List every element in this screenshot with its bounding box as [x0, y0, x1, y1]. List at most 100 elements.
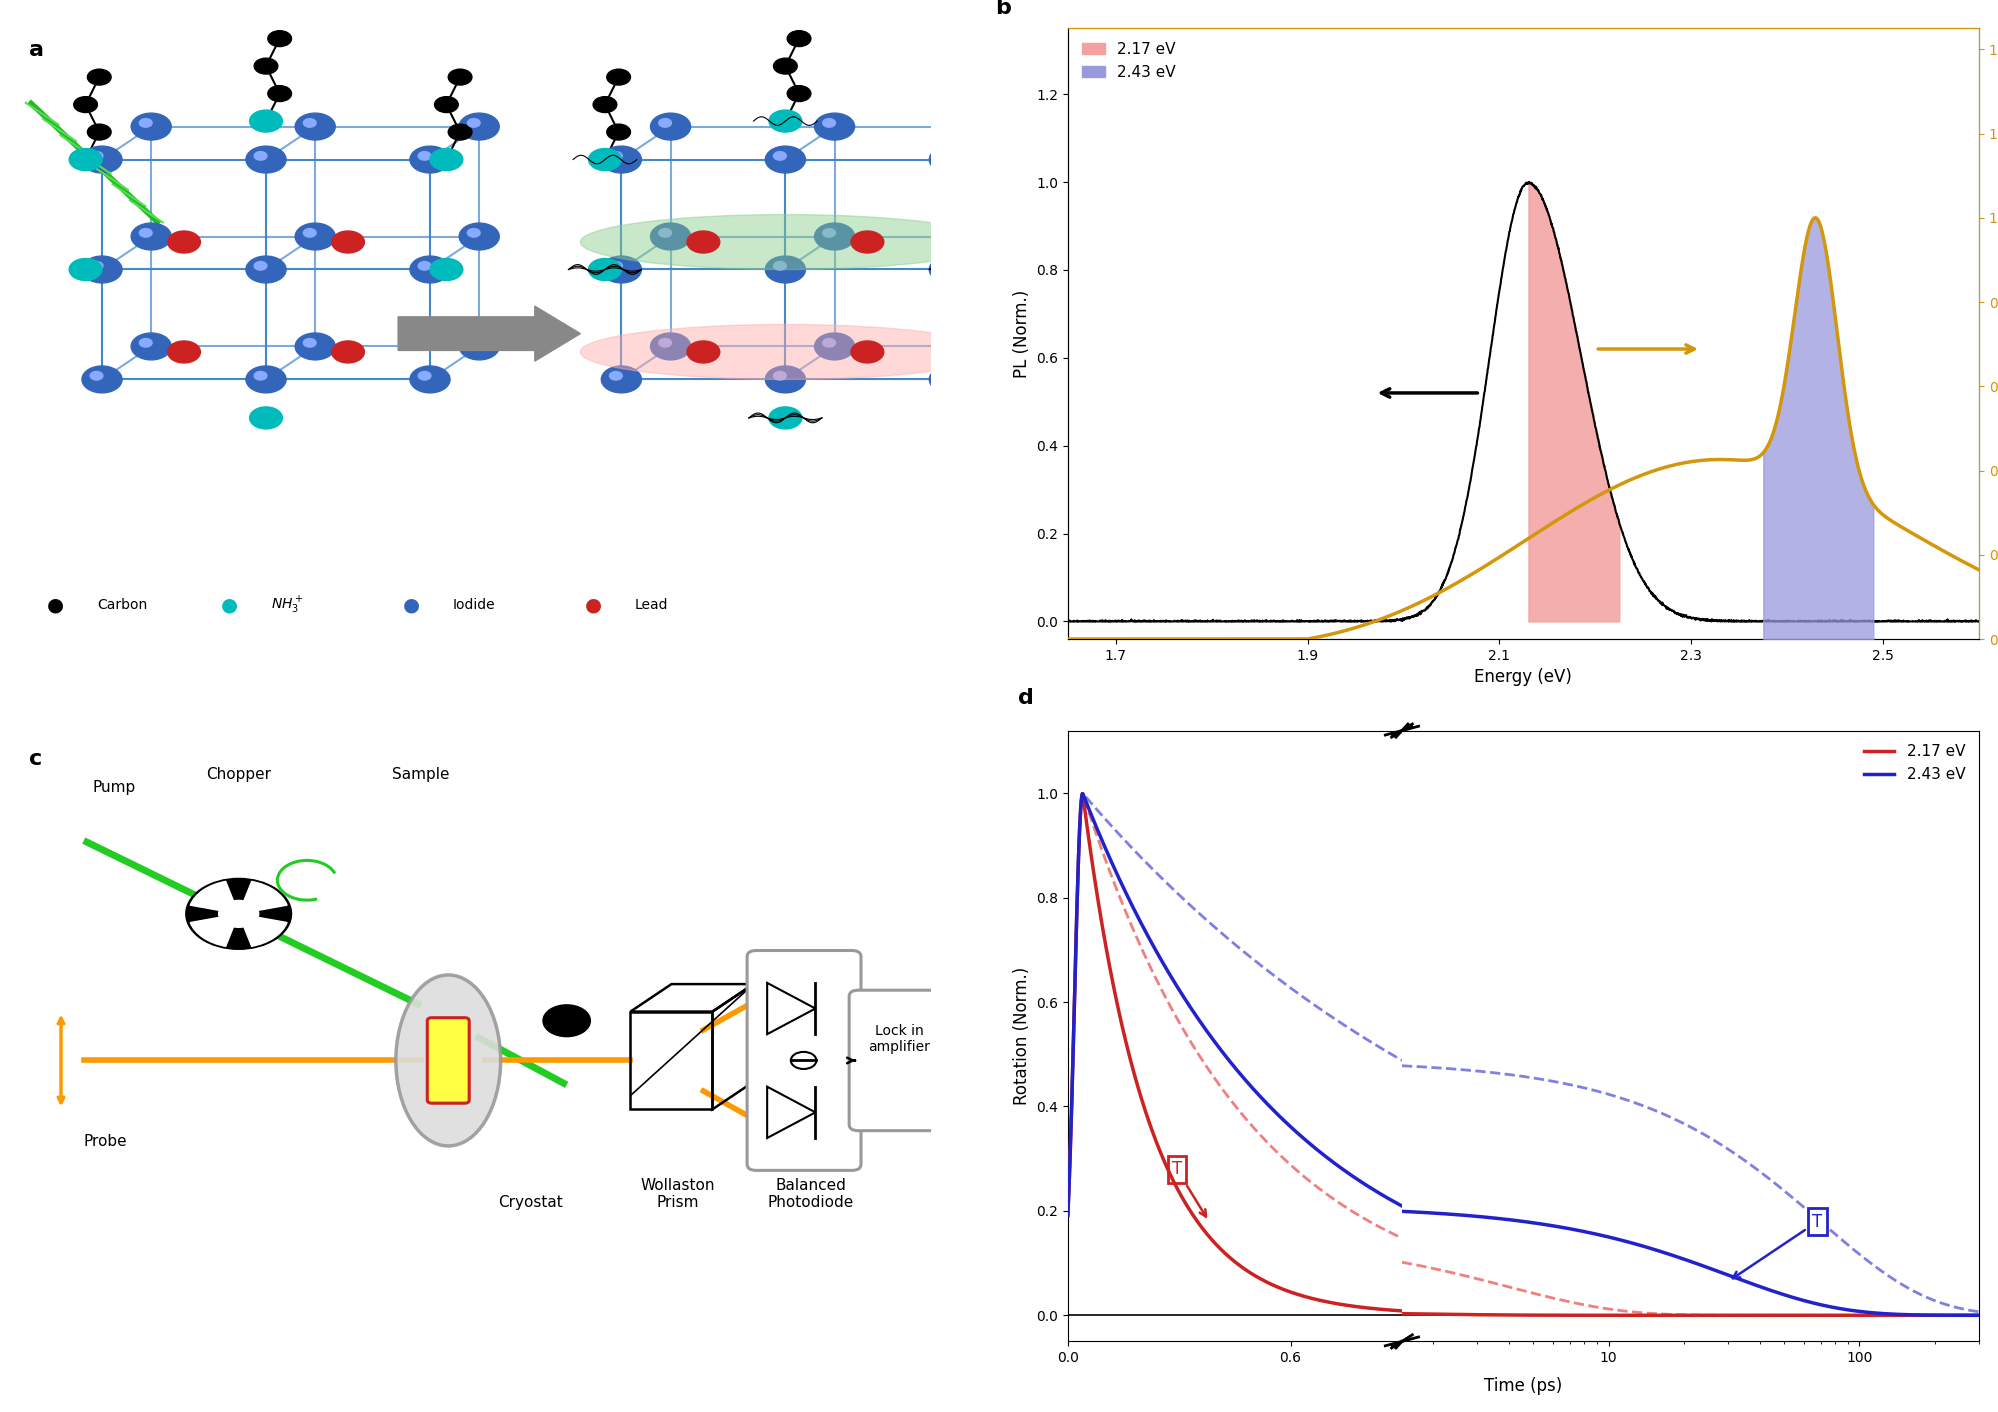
Text: Lead: Lead: [635, 599, 667, 613]
Circle shape: [953, 96, 977, 113]
Wedge shape: [238, 881, 288, 914]
Legend: 2.17 eV, 2.43 eV: 2.17 eV, 2.43 eV: [1856, 738, 1970, 788]
Circle shape: [787, 86, 811, 102]
Circle shape: [254, 371, 268, 380]
Circle shape: [773, 371, 785, 380]
Text: Lock in
amplifier: Lock in amplifier: [867, 1024, 929, 1055]
Circle shape: [250, 110, 282, 133]
Circle shape: [765, 145, 805, 174]
Circle shape: [601, 256, 641, 282]
Circle shape: [168, 232, 200, 253]
Text: Pump: Pump: [92, 779, 136, 795]
Circle shape: [132, 223, 172, 250]
Circle shape: [769, 110, 801, 133]
Circle shape: [82, 366, 122, 393]
Circle shape: [140, 229, 152, 237]
Ellipse shape: [579, 215, 989, 270]
Circle shape: [773, 151, 785, 160]
Circle shape: [410, 256, 450, 282]
Text: T: T: [1171, 1161, 1205, 1217]
Circle shape: [687, 232, 719, 253]
Circle shape: [70, 258, 102, 281]
Circle shape: [246, 256, 286, 282]
Text: ●: ●: [220, 596, 238, 614]
FancyBboxPatch shape: [747, 950, 861, 1171]
Circle shape: [687, 340, 719, 363]
Circle shape: [268, 86, 292, 102]
Text: Sample: Sample: [392, 768, 450, 782]
Circle shape: [246, 145, 286, 174]
Text: Probe: Probe: [84, 1134, 128, 1149]
Text: ●: ●: [402, 596, 420, 614]
Circle shape: [132, 113, 172, 140]
Text: Carbon: Carbon: [98, 599, 148, 613]
Circle shape: [979, 113, 1019, 140]
FancyArrow shape: [398, 306, 579, 361]
Circle shape: [218, 901, 258, 928]
Circle shape: [90, 261, 102, 270]
Circle shape: [773, 58, 797, 73]
Circle shape: [74, 96, 98, 113]
Y-axis label: Rotation (Norm.): Rotation (Norm.): [1013, 967, 1031, 1106]
Circle shape: [332, 340, 364, 363]
Circle shape: [468, 119, 480, 127]
Circle shape: [418, 261, 432, 270]
Circle shape: [765, 366, 805, 393]
Circle shape: [659, 119, 671, 127]
Text: Chopper: Chopper: [206, 768, 272, 782]
Circle shape: [82, 145, 122, 174]
FancyBboxPatch shape: [428, 1018, 470, 1103]
Circle shape: [929, 366, 969, 393]
Circle shape: [987, 339, 999, 347]
Circle shape: [967, 69, 991, 85]
Circle shape: [332, 232, 364, 253]
Text: $NH_3^+$: $NH_3^+$: [270, 594, 304, 616]
Circle shape: [434, 96, 458, 113]
Circle shape: [296, 113, 336, 140]
Circle shape: [949, 258, 981, 281]
Circle shape: [823, 119, 835, 127]
Circle shape: [659, 229, 671, 237]
Circle shape: [304, 229, 316, 237]
Circle shape: [601, 366, 641, 393]
Bar: [629, 1011, 711, 1110]
Circle shape: [609, 371, 621, 380]
Circle shape: [82, 256, 122, 282]
Circle shape: [70, 148, 102, 171]
Circle shape: [304, 339, 316, 347]
Circle shape: [609, 151, 621, 160]
Circle shape: [460, 223, 500, 250]
Wedge shape: [238, 914, 288, 946]
Circle shape: [607, 124, 629, 140]
Circle shape: [813, 223, 855, 250]
Circle shape: [418, 151, 432, 160]
Circle shape: [649, 333, 689, 360]
Circle shape: [967, 124, 991, 140]
Circle shape: [823, 339, 835, 347]
Circle shape: [851, 232, 883, 253]
Circle shape: [418, 371, 432, 380]
Circle shape: [823, 229, 835, 237]
Circle shape: [765, 256, 805, 282]
Circle shape: [851, 340, 883, 363]
Circle shape: [90, 151, 102, 160]
Circle shape: [593, 96, 617, 113]
Text: b: b: [995, 0, 1011, 18]
Circle shape: [168, 340, 200, 363]
Circle shape: [448, 124, 472, 140]
Circle shape: [430, 148, 464, 171]
Circle shape: [468, 339, 480, 347]
Text: Time (ps): Time (ps): [1485, 1377, 1562, 1395]
Circle shape: [649, 223, 689, 250]
Circle shape: [607, 69, 629, 85]
Circle shape: [296, 223, 336, 250]
Circle shape: [448, 69, 472, 85]
Circle shape: [410, 145, 450, 174]
Text: c: c: [30, 748, 42, 770]
Circle shape: [410, 366, 450, 393]
Circle shape: [268, 31, 292, 47]
Circle shape: [296, 333, 336, 360]
Circle shape: [88, 124, 112, 140]
Circle shape: [90, 371, 102, 380]
Text: a: a: [30, 41, 44, 61]
